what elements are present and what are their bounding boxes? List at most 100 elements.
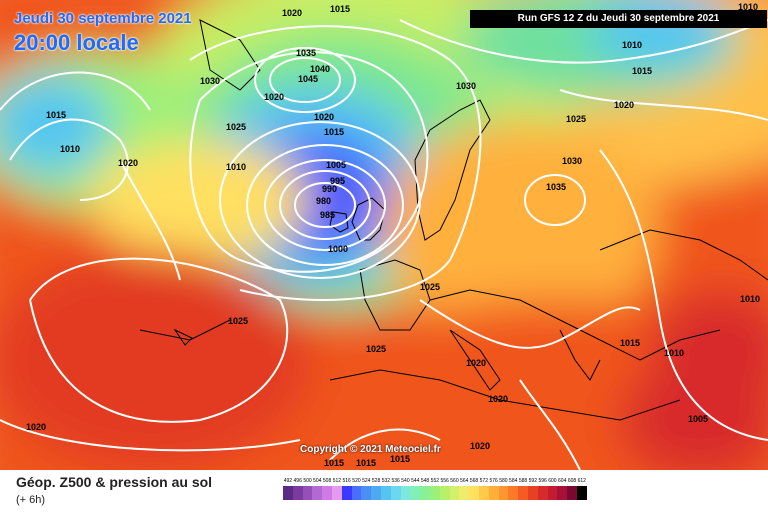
scale-swatch — [322, 486, 332, 500]
isobar-label: 1010 — [622, 40, 642, 50]
isobar-label: 1020 — [26, 422, 46, 432]
scale-swatch — [361, 486, 372, 500]
scale-value: 528 — [371, 478, 381, 484]
isobar-label: 1030 — [562, 156, 582, 166]
scale-value: 496 — [293, 478, 302, 484]
isobar-label: 1000 — [328, 244, 348, 254]
scale-swatch — [400, 486, 411, 500]
scale-value: 592 — [528, 478, 537, 484]
scale-value: 600 — [548, 478, 557, 484]
isobar-label: 1020 — [264, 92, 284, 102]
legend-subtitle: (+ 6h) — [16, 494, 46, 506]
scale-swatch — [498, 486, 509, 500]
isobar-label: 1015 — [324, 127, 344, 137]
isobar-label: 1045 — [298, 74, 318, 84]
scale-value: 572 — [479, 478, 488, 484]
scale-swatch — [390, 486, 401, 500]
scale-value: 584 — [509, 478, 518, 484]
scale-swatch — [341, 486, 352, 500]
isobar-label: 1040 — [310, 64, 330, 74]
scale-value: 548 — [420, 478, 430, 484]
pressure-map: 1020 1015 1030 1035 1040 1045 1015 1010 … — [0, 0, 768, 470]
isobar-label: 1005 — [326, 160, 346, 170]
isobar-label: 1020 — [614, 100, 634, 110]
isobar-label: 1020 — [314, 112, 334, 122]
scale-value: 552 — [430, 478, 440, 484]
forecast-time: 20:00 locale — [14, 30, 139, 55]
scale-value: 504 — [313, 478, 322, 484]
isobar-label: 1010 — [226, 162, 246, 172]
isobar-label: 1020 — [466, 358, 486, 368]
isobar-label: 1015 — [324, 458, 344, 468]
scale-swatch — [469, 486, 479, 500]
isobar-label: 1020 — [118, 158, 138, 168]
scale-value: 556 — [440, 478, 449, 484]
isobar-label: 1025 — [566, 114, 586, 124]
isobar-label: 1030 — [456, 81, 476, 91]
scale-swatch — [518, 486, 528, 500]
scale-swatch — [576, 486, 587, 500]
isobar-label: 1015 — [46, 110, 66, 120]
scale-value: 492 — [283, 478, 293, 484]
isobar-label: 1010 — [740, 294, 760, 304]
isobar-label: 1015 — [330, 4, 350, 14]
scale-swatch — [508, 486, 519, 500]
scale-value: 524 — [362, 478, 371, 484]
scale-swatch — [371, 486, 381, 500]
isobar-labels: 1020 1015 1030 1035 1040 1045 1015 1010 … — [26, 2, 760, 468]
isobar-label: 1025 — [366, 344, 386, 354]
scale-value: 508 — [322, 478, 332, 484]
isobar-label: 1025 — [228, 316, 248, 326]
scale-value: 608 — [567, 478, 577, 484]
scale-swatch — [557, 486, 568, 500]
copyright-notice: Copyright © 2021 Meteociel.fr — [300, 444, 441, 455]
scale-value: 500 — [303, 478, 312, 484]
scale-value: 576 — [489, 478, 498, 484]
isobar-label: 1030 — [200, 76, 220, 86]
isobar-label: 1010 — [738, 2, 758, 12]
coastlines — [139, 19, 768, 421]
scale-swatch — [527, 486, 538, 500]
scale-value: 544 — [411, 478, 420, 484]
scale-value: 604 — [558, 478, 567, 484]
scale-value: 612 — [577, 478, 586, 484]
model-run-banner: Run GFS 12 Z du Jeudi 30 septembre 2021 — [470, 10, 767, 28]
isobar-label: 1015 — [632, 66, 652, 76]
isobar-label: 1035 — [546, 182, 566, 192]
color-scale: 492 496 500 504 508 512 516 520 524 528 532 536 540 5… — [283, 478, 753, 508]
isobar-label: 1010 — [60, 144, 80, 154]
scale-swatch — [449, 486, 460, 500]
isobar-label: 1015 — [620, 338, 640, 348]
isobar-label: 1025 — [420, 282, 440, 292]
isobar-label: 1020 — [488, 394, 508, 404]
scale-value: 532 — [381, 478, 391, 484]
isobar-label: 995 — [330, 176, 345, 186]
scale-swatch — [439, 486, 450, 500]
isobar-label: 990 — [322, 184, 337, 194]
scale-value: 588 — [518, 478, 528, 484]
scale-value: 580 — [499, 478, 508, 484]
scale-value: 516 — [342, 478, 351, 484]
forecast-date: Jeudi 30 septembre 2021 — [14, 10, 192, 27]
scale-value: 536 — [391, 478, 400, 484]
legend-title: Géop. Z500 & pression au sol — [16, 474, 213, 490]
scale-swatch — [547, 486, 558, 500]
scale-swatch — [459, 486, 470, 500]
isobars — [0, 19, 768, 470]
scale-swatch — [537, 486, 548, 500]
scale-swatch — [292, 486, 303, 500]
isobar-label: 1020 — [282, 8, 302, 18]
scale-swatch — [302, 486, 313, 500]
isobar-label: 985 — [320, 210, 335, 220]
isobar-label: 1005 — [688, 414, 708, 424]
isobar-label: 1020 — [470, 441, 490, 451]
scale-value: 540 — [401, 478, 410, 484]
color-scale-bar — [283, 486, 753, 500]
isobar-label: 1015 — [390, 454, 410, 464]
scale-swatch — [283, 486, 293, 500]
scale-value: 520 — [352, 478, 361, 484]
scale-swatch — [410, 486, 421, 500]
scale-swatch — [331, 486, 342, 500]
legend-panel: Géop. Z500 & pression au sol (+ 6h) 492 4… — [0, 470, 768, 512]
scale-swatch — [420, 486, 430, 500]
